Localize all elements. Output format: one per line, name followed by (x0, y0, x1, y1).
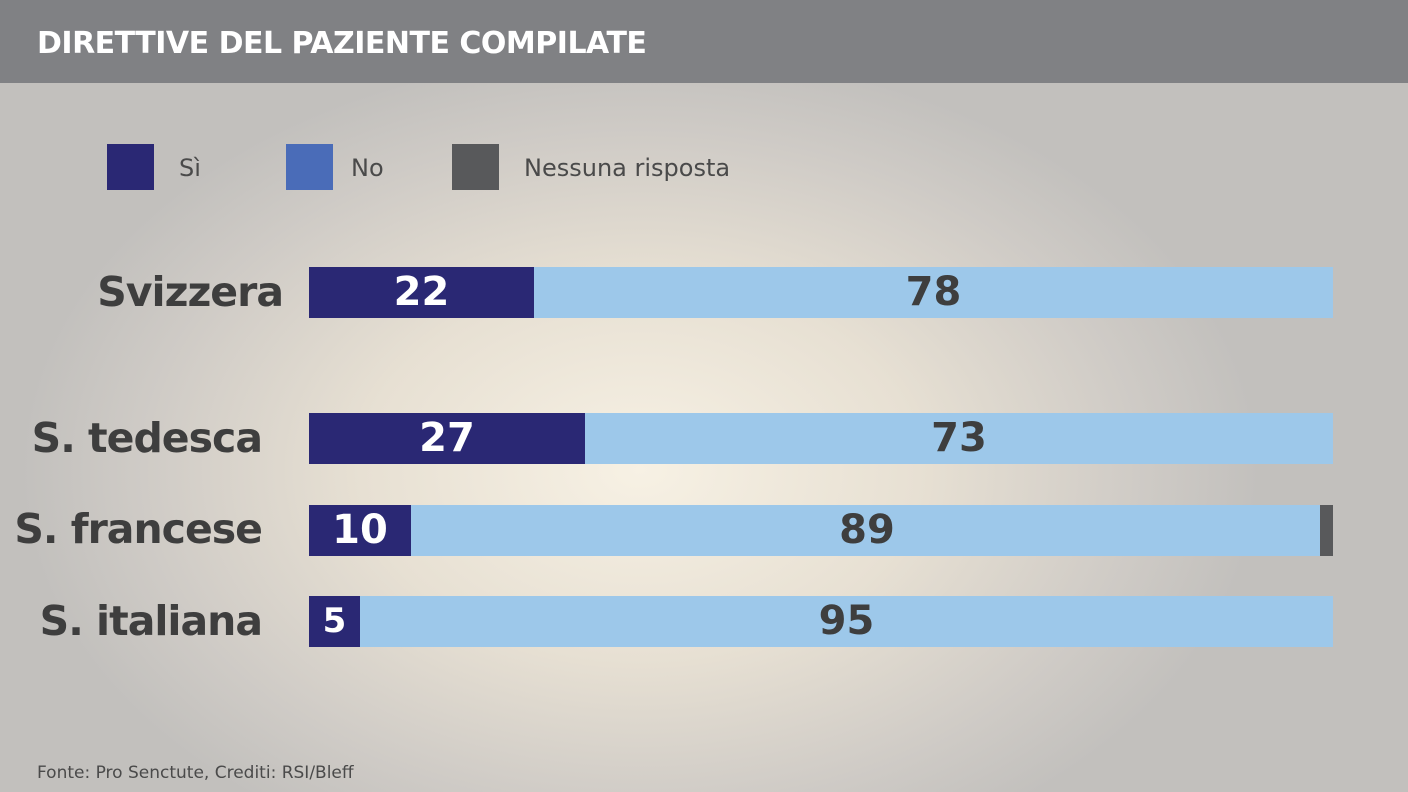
bar-segment-yes-svizzera (309, 267, 534, 318)
category-label-s-tedesca: S. tedesca (31, 414, 263, 462)
bar-segment-yes-s-italiana (309, 596, 360, 647)
legend-label-yes: Sì (179, 154, 201, 182)
bar-s-italiana: 5 95 (309, 596, 1333, 647)
data-label-no-svizzera: 78 (905, 269, 962, 315)
data-label-no-s-francese: 89 (839, 507, 895, 553)
bar-segment-yes-s-tedesca (309, 413, 585, 464)
bar-svizzera: 22 78 (309, 267, 1333, 318)
bar-segment-no-svizzera (534, 267, 1333, 318)
page-title: DIRETTIVE DEL PAZIENTE COMPILATE (37, 26, 647, 61)
data-label-yes-svizzera: 22 (393, 269, 450, 315)
data-label-yes-s-tedesca: 27 (419, 415, 475, 461)
legend-label-no-answer: Nessuna risposta (524, 154, 731, 182)
bar-segment-no-answer-s-francese (1320, 505, 1333, 556)
bar-segment-no-s-italiana (360, 596, 1333, 647)
data-label-yes-s-italiana: 5 (322, 601, 347, 641)
bar-s-francese: 10 89 (309, 505, 1333, 556)
bar-segment-no-s-tedesca (585, 413, 1333, 464)
category-label-svizzera: Svizzera (97, 268, 284, 316)
legend-swatch-yes (107, 144, 154, 190)
bar-segment-no-s-francese (411, 505, 1323, 556)
data-label-no-s-tedesca: 73 (931, 415, 987, 461)
category-label-s-francese: S. francese (14, 505, 263, 553)
header-bar: DIRETTIVE DEL PAZIENTE COMPILATE (0, 0, 1408, 83)
legend-swatch-no (286, 144, 333, 190)
source-credits: Fonte: Pro Senctute, Crediti: RSI/Bleff (37, 763, 354, 783)
category-label-s-italiana: S. italiana (39, 597, 263, 645)
bar-s-tedesca: 27 73 (309, 413, 1333, 464)
legend-label-no: No (351, 154, 384, 182)
legend-swatch-no-answer (452, 144, 499, 190)
bar-segment-yes-s-francese (309, 505, 411, 556)
data-label-yes-s-francese: 10 (332, 507, 388, 553)
data-label-no-s-italiana: 95 (818, 598, 875, 644)
